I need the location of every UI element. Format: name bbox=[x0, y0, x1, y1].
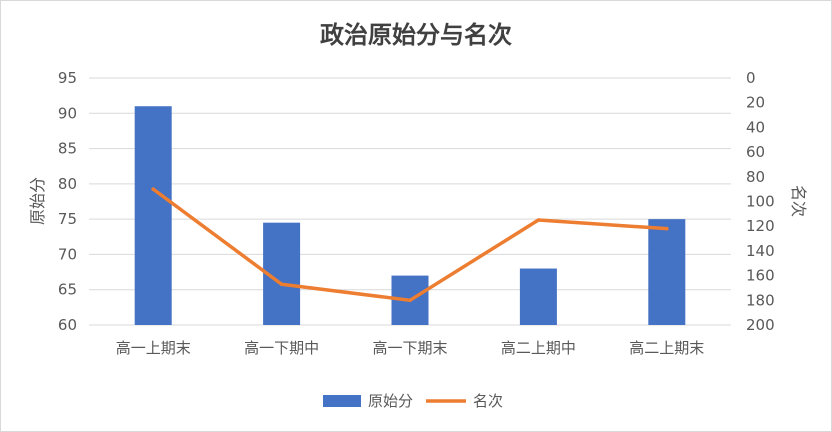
bar bbox=[134, 106, 172, 325]
bar bbox=[648, 219, 686, 325]
y2-axis-ticks: 0 20 40 60 80 100 120 140 160 180 200 bbox=[746, 69, 775, 334]
y-axis-label: 原始分 bbox=[28, 177, 47, 225]
y2-tick-label: 180 bbox=[746, 291, 775, 309]
line-point bbox=[536, 218, 541, 222]
y-tick-label: 65 bbox=[58, 281, 77, 299]
legend-swatch-bar bbox=[323, 395, 361, 407]
y-tick-label: 70 bbox=[58, 245, 77, 263]
y-tick-label: 80 bbox=[58, 175, 77, 193]
x-category-label: 高二上期中 bbox=[501, 339, 576, 357]
y2-tick-label: 0 bbox=[746, 69, 756, 87]
x-category-label: 高一下期中 bbox=[244, 339, 319, 357]
y2-tick-label: 40 bbox=[746, 118, 765, 136]
line-point bbox=[408, 298, 412, 303]
y2-tick-label: 140 bbox=[746, 242, 775, 260]
x-category-label: 高一下期末 bbox=[372, 339, 447, 357]
y-axis-ticks: 95 90 85 80 75 70 65 60 bbox=[58, 69, 77, 334]
y2-tick-label: 80 bbox=[746, 168, 765, 186]
y2-tick-label: 60 bbox=[746, 143, 765, 161]
line-point bbox=[665, 226, 669, 231]
x-axis-categories: 高一上期末 高一下期中 高一下期末 高二上期中 高二上期末 bbox=[116, 339, 705, 357]
legend: 原始分 名次 bbox=[323, 392, 503, 410]
y-tick-label: 75 bbox=[58, 210, 77, 228]
y-tick-label: 95 bbox=[58, 69, 77, 87]
chart-title: 政治原始分与名次 bbox=[320, 20, 512, 49]
bar bbox=[519, 268, 557, 325]
y-tick-label: 60 bbox=[58, 316, 77, 334]
bar-series bbox=[134, 106, 686, 325]
y2-tick-label: 100 bbox=[746, 193, 775, 211]
y2-tick-label: 20 bbox=[746, 94, 765, 112]
y2-tick-label: 200 bbox=[746, 316, 775, 334]
y2-axis-label: 名次 bbox=[789, 185, 808, 217]
line-point bbox=[151, 187, 155, 191]
y-tick-label: 90 bbox=[58, 104, 77, 122]
line-point bbox=[279, 282, 284, 287]
y-tick-label: 85 bbox=[58, 140, 77, 158]
y2-tick-label: 160 bbox=[746, 267, 775, 285]
y2-tick-label: 120 bbox=[746, 217, 775, 235]
x-category-label: 高一上期末 bbox=[116, 339, 191, 357]
line-series bbox=[151, 187, 669, 303]
legend-label-line: 名次 bbox=[473, 392, 503, 410]
x-category-label: 高二上期末 bbox=[629, 339, 704, 357]
legend-label-bar: 原始分 bbox=[368, 392, 413, 410]
